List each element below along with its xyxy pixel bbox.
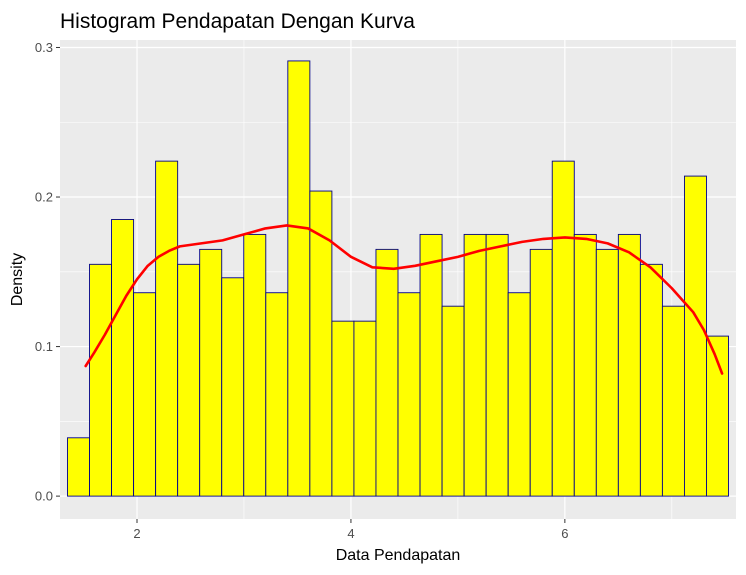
- histogram-bar: [595, 248, 619, 497]
- histogram-bar: [89, 263, 113, 497]
- histogram-bar: [706, 335, 729, 497]
- y-axis: 0.0 0.1 0.2 0.3: [35, 40, 60, 504]
- histogram-bar: [639, 263, 663, 497]
- histogram-bar: [661, 305, 685, 497]
- y-tick-label: 0.3: [35, 40, 53, 55]
- histogram-bar: [353, 320, 377, 497]
- y-tick-label: 0.2: [35, 190, 53, 205]
- histogram-bar: [177, 263, 201, 497]
- histogram-bar: [375, 248, 399, 497]
- histogram-bar: [221, 277, 245, 497]
- histogram-bar: [507, 292, 531, 497]
- density-curve: [84, 224, 724, 375]
- histogram-bar: [331, 320, 355, 497]
- histogram-bar: [265, 292, 289, 497]
- histogram-bars: [67, 60, 729, 497]
- histogram-bar: [111, 219, 135, 497]
- histogram-bar: [683, 175, 707, 497]
- x-axis: 2 4 6: [133, 519, 568, 541]
- histogram-bar: [463, 233, 487, 497]
- x-tick-label: 2: [133, 526, 140, 541]
- histogram-bar: [573, 233, 597, 497]
- y-tick-label: 0.1: [35, 339, 53, 354]
- chart-title: Histogram Pendapatan Dengan Kurva: [60, 10, 415, 33]
- histogram-bar: [243, 233, 267, 497]
- histogram-bar: [67, 437, 90, 497]
- y-axis-title: Density: [9, 253, 26, 306]
- x-tick-label: 6: [561, 526, 568, 541]
- histogram-bar: [551, 160, 575, 497]
- histogram-bar: [617, 233, 641, 497]
- histogram-bar: [529, 248, 553, 497]
- y-tick-label: 0.0: [35, 489, 53, 504]
- histogram-bar: [419, 233, 443, 497]
- histogram-bar: [155, 160, 179, 497]
- histogram-bar: [485, 233, 509, 497]
- histogram-bar: [133, 292, 157, 497]
- histogram-bar: [199, 248, 223, 497]
- x-tick-label: 4: [347, 526, 354, 541]
- x-axis-title: Data Pendapatan: [336, 547, 461, 564]
- histogram-bar: [287, 60, 311, 497]
- histogram-bar: [441, 305, 465, 497]
- histogram-bar: [397, 292, 421, 497]
